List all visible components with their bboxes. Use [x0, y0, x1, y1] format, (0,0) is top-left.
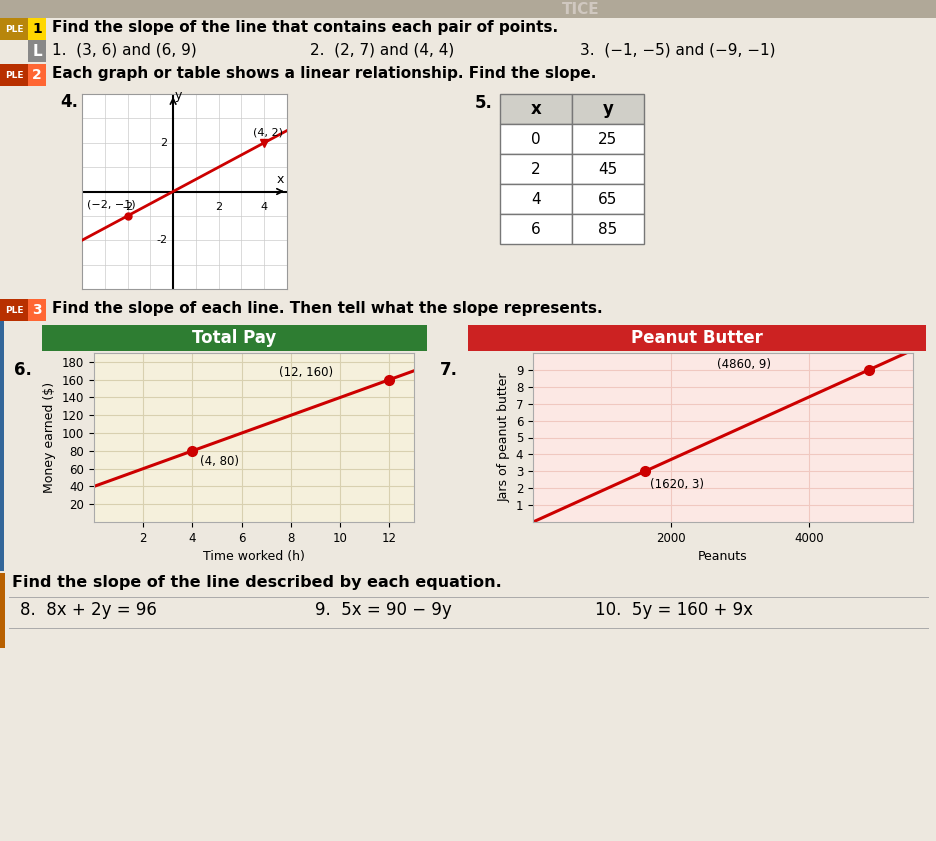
Text: Each graph or table shows a linear relationship. Find the slope.: Each graph or table shows a linear relat… [51, 66, 595, 81]
Text: Find the slope of the line that contains each pair of points.: Find the slope of the line that contains… [51, 20, 558, 35]
Bar [571, 124, 643, 154]
Bar [467, 325, 925, 351]
Bar [500, 94, 571, 124]
Bar [0, 573, 5, 648]
Text: -2: -2 [122, 203, 133, 213]
Bar [28, 64, 46, 86]
Y-axis label: Money earned ($): Money earned ($) [43, 382, 56, 493]
Text: 8.  8x + 2y = 96: 8. 8x + 2y = 96 [20, 601, 156, 619]
Text: (4860, 9): (4860, 9) [716, 358, 770, 371]
Text: (1620, 3): (1620, 3) [650, 479, 704, 491]
Text: (12, 160): (12, 160) [278, 366, 332, 379]
Y-axis label: Jars of peanut butter: Jars of peanut butter [497, 373, 510, 502]
Bar [500, 124, 571, 154]
Text: 4: 4 [531, 192, 540, 207]
Text: 85: 85 [598, 221, 617, 236]
Text: 2: 2 [215, 203, 222, 213]
Bar [0, 0, 936, 18]
Text: 3: 3 [32, 303, 42, 317]
Text: 0: 0 [531, 131, 540, 146]
Text: x: x [276, 173, 284, 186]
Text: y: y [602, 100, 613, 118]
Text: PLE: PLE [5, 305, 23, 315]
Bar [0, 18, 28, 40]
Text: 3.  (−1, −5) and (−9, −1): 3. (−1, −5) and (−9, −1) [579, 42, 775, 57]
Bar [28, 40, 46, 62]
Text: PLE: PLE [5, 24, 23, 34]
Text: 2: 2 [531, 161, 540, 177]
Bar [28, 299, 46, 321]
Bar [500, 184, 571, 214]
Text: 4: 4 [260, 203, 268, 213]
Text: 45: 45 [598, 161, 617, 177]
Text: Find the slope of the line described by each equation.: Find the slope of the line described by … [12, 575, 501, 590]
Text: 4.: 4. [60, 93, 78, 111]
Bar [28, 18, 46, 40]
Bar [0, 321, 4, 571]
Bar [571, 94, 643, 124]
Bar [0, 64, 28, 86]
Text: Total Pay: Total Pay [192, 329, 276, 347]
Text: 65: 65 [598, 192, 617, 207]
Bar [571, 154, 643, 184]
Text: 2: 2 [32, 68, 42, 82]
Text: (−2, −1): (−2, −1) [86, 199, 135, 209]
Text: TICE: TICE [562, 2, 599, 17]
Text: 10.  5y = 160 + 9x: 10. 5y = 160 + 9x [594, 601, 753, 619]
Bar [42, 325, 427, 351]
Text: y: y [175, 89, 183, 102]
Text: 7.: 7. [440, 361, 458, 379]
Text: 1: 1 [32, 22, 42, 36]
Bar [0, 299, 28, 321]
Text: Peanut Butter: Peanut Butter [630, 329, 762, 347]
Text: 9.  5x = 90 − 9y: 9. 5x = 90 − 9y [314, 601, 451, 619]
Text: L: L [32, 44, 42, 59]
Text: 25: 25 [598, 131, 617, 146]
Text: 1.  (3, 6) and (6, 9): 1. (3, 6) and (6, 9) [51, 42, 197, 57]
Text: 6.: 6. [14, 361, 32, 379]
Text: 5.: 5. [475, 94, 492, 112]
Text: PLE: PLE [5, 71, 23, 80]
Text: x: x [530, 100, 541, 118]
Text: (4, 80): (4, 80) [199, 455, 239, 468]
Text: 2: 2 [160, 138, 168, 148]
X-axis label: Time worked (h): Time worked (h) [203, 550, 304, 563]
Bar [500, 214, 571, 244]
Text: 6: 6 [531, 221, 540, 236]
Text: 2.  (2, 7) and (4, 4): 2. (2, 7) and (4, 4) [310, 42, 454, 57]
Bar [571, 214, 643, 244]
Text: Find the slope of each line. Then tell what the slope represents.: Find the slope of each line. Then tell w… [51, 301, 602, 316]
Text: -2: -2 [156, 235, 168, 246]
Bar [500, 154, 571, 184]
Bar [571, 184, 643, 214]
X-axis label: Peanuts: Peanuts [697, 550, 747, 563]
Text: (4, 2): (4, 2) [253, 128, 283, 137]
